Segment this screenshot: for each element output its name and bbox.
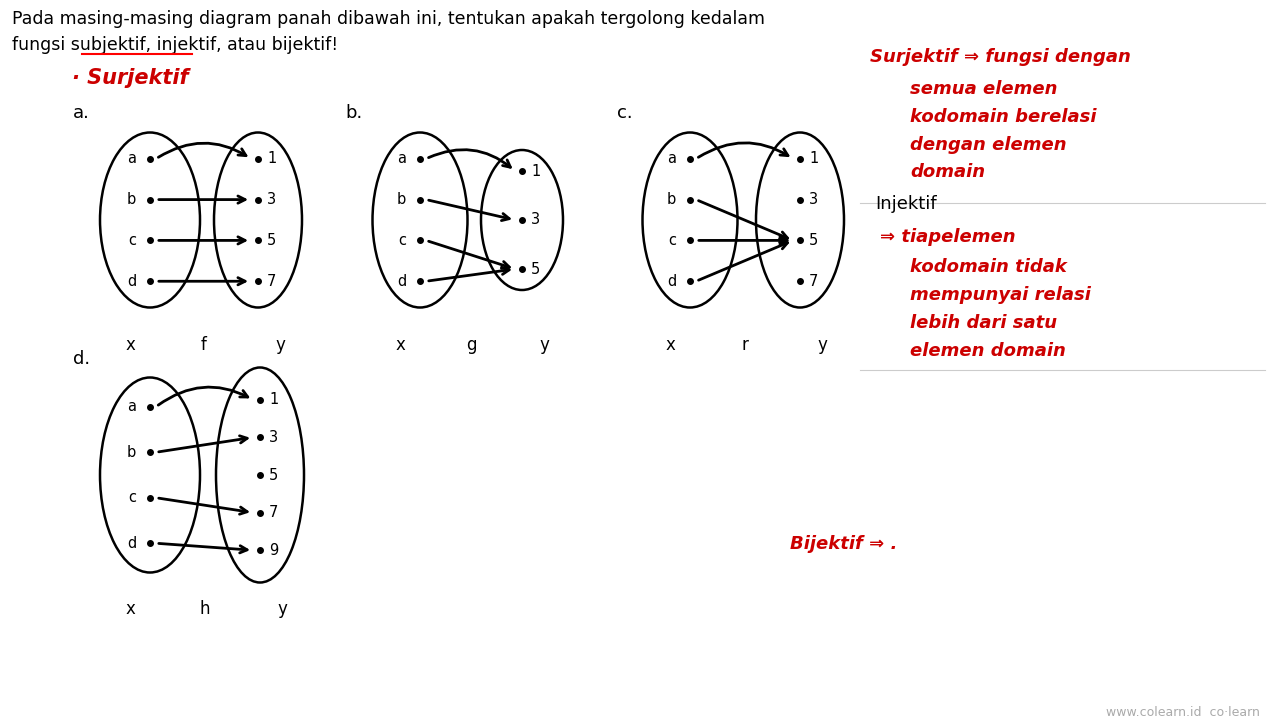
Text: a: a [127,151,136,166]
Text: mempunyai relasi: mempunyai relasi [910,286,1091,304]
Text: fungsi subjektif, injektif, atau bijektif!: fungsi subjektif, injektif, atau bijekti… [12,36,338,54]
Text: b: b [127,445,136,460]
Text: Pada masing-masing diagram panah dibawah ini, tentukan apakah tergolong kedalam: Pada masing-masing diagram panah dibawah… [12,10,765,28]
Text: 1: 1 [531,163,540,179]
Text: Surjektif ⇒ fungsi dengan: Surjektif ⇒ fungsi dengan [870,48,1130,66]
Text: 9: 9 [269,543,278,558]
Text: Bijektif ⇒ .: Bijektif ⇒ . [790,535,897,553]
Text: 1: 1 [269,392,278,408]
Text: x: x [666,336,675,354]
Text: 7: 7 [268,274,276,289]
Text: 5: 5 [269,467,278,482]
Text: kodomain berelasi: kodomain berelasi [910,108,1097,126]
Text: y: y [817,336,827,354]
Text: lebih dari satu: lebih dari satu [910,314,1057,332]
Text: 1: 1 [268,151,276,166]
Text: g: g [466,336,476,354]
Text: b: b [127,192,136,207]
Text: 3: 3 [531,212,540,228]
Text: 3: 3 [269,430,278,445]
Text: b: b [397,192,406,207]
Text: a.: a. [73,104,90,122]
Text: x: x [125,600,134,618]
Text: y: y [539,336,549,354]
Text: c: c [128,490,136,505]
Text: b: b [667,192,676,207]
Text: 3: 3 [809,192,818,207]
Text: 5: 5 [268,233,276,248]
Text: 1: 1 [809,151,818,166]
Text: a: a [397,151,406,166]
Text: d: d [667,274,676,289]
Text: · Surjektif: · Surjektif [72,68,188,88]
Text: 5: 5 [531,261,540,276]
Text: dengan elemen: dengan elemen [910,136,1066,154]
Text: d.: d. [73,349,90,367]
Text: 7: 7 [809,274,818,289]
Text: c: c [128,233,136,248]
Text: elemen domain: elemen domain [910,342,1066,360]
Text: kodomain tidak: kodomain tidak [910,258,1066,276]
Text: c: c [398,233,406,248]
Text: a: a [667,151,676,166]
Text: www.colearn.id  co·learn: www.colearn.id co·learn [1106,706,1260,719]
Text: ⇒ tiapelemen: ⇒ tiapelemen [881,228,1015,246]
Text: semua elemen: semua elemen [910,80,1057,98]
Text: x: x [396,336,404,354]
Text: 7: 7 [269,505,278,520]
Text: d: d [397,274,406,289]
Text: 3: 3 [268,192,276,207]
Text: 5: 5 [809,233,818,248]
Text: y: y [276,600,287,618]
Text: a: a [127,400,136,414]
Text: r: r [741,336,749,354]
Text: h: h [200,600,210,618]
Text: c: c [668,233,676,248]
Text: c.: c. [617,104,632,122]
Text: x: x [125,336,134,354]
Text: d: d [127,274,136,289]
Text: f: f [201,336,207,354]
Text: Injektif: Injektif [876,195,937,213]
Text: d: d [127,536,136,551]
Text: b.: b. [346,104,362,122]
Text: domain: domain [910,163,986,181]
Text: y: y [275,336,285,354]
